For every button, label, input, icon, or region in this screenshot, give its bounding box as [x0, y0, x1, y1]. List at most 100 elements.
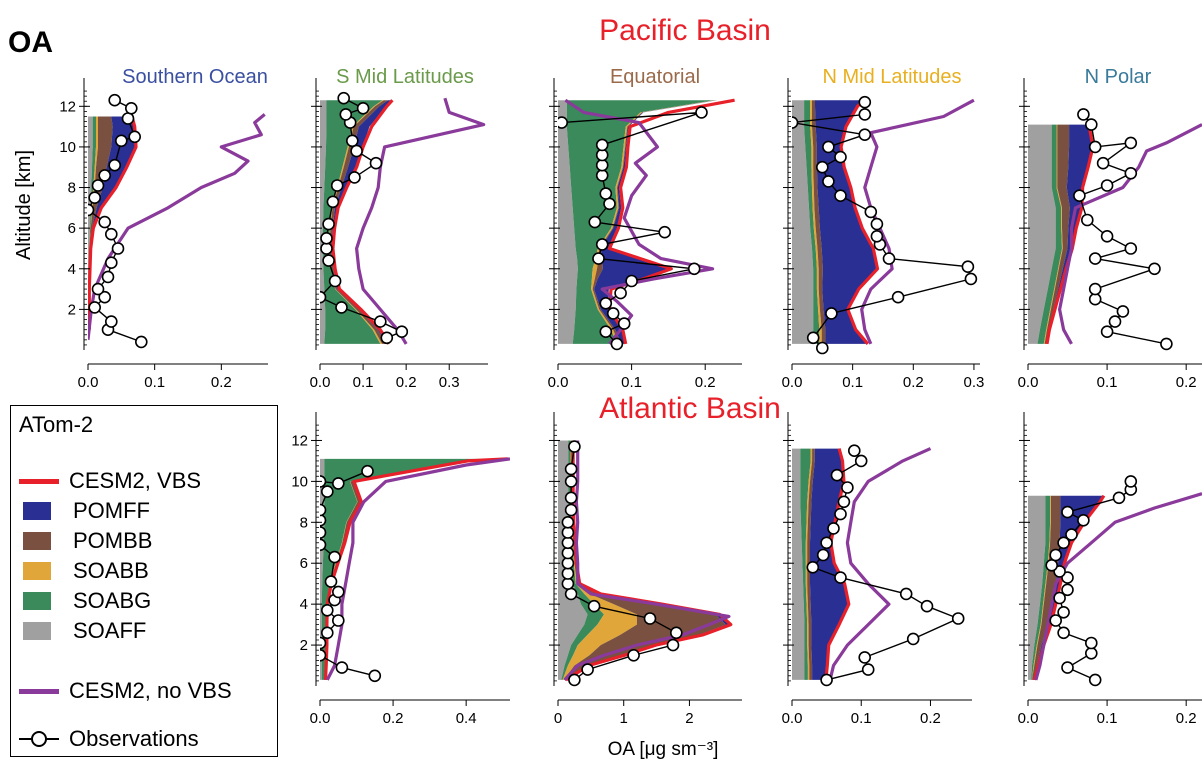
y-tick-label: 8	[300, 514, 308, 531]
observation-point	[695, 106, 708, 119]
observation-point	[1077, 108, 1090, 121]
observation-point	[858, 95, 872, 109]
observation-point	[320, 242, 333, 255]
observation-point	[105, 315, 118, 328]
x-tick-label: 0.1	[621, 374, 642, 391]
legend-label: CESM2, VBS	[69, 468, 202, 493]
x-tick-label: 0.0	[1018, 374, 1039, 391]
observation-point	[1124, 242, 1138, 255]
observation-point	[1085, 636, 1098, 650]
x-axis-label: OA [μg sm⁻³]	[608, 739, 719, 760]
y-tick-label: 2	[68, 301, 76, 318]
panel-4: 0.0 0.1 0.2 N Polar	[1018, 66, 1202, 391]
observation-point	[847, 444, 861, 458]
area-soabg	[323, 100, 383, 344]
x-tick-label: 0.1	[842, 374, 863, 391]
observation-point	[380, 331, 394, 345]
observation-point	[643, 612, 657, 625]
observation-point	[870, 217, 884, 231]
observation-point	[825, 307, 838, 320]
observation-point	[961, 260, 975, 274]
x-tick-label: 0.2	[383, 710, 404, 727]
observation-point	[335, 301, 348, 314]
observation-point	[345, 134, 359, 148]
x-tick-label: 0.0	[78, 374, 99, 391]
panel-7: 0.0 0.1 0.2	[782, 412, 972, 727]
observation-point	[324, 575, 338, 588]
observation-point	[128, 130, 141, 144]
species-label: OA	[8, 26, 53, 59]
observation-point	[558, 116, 568, 129]
basin-title-atlantic: Atlantic Basin	[599, 392, 781, 425]
area-soabg	[89, 116, 96, 330]
panel-8: 0.0 0.1 0.2	[1018, 412, 1202, 727]
legend: ATom-2 CESM2, VBS POMFF POMBB SOABB SOAB…	[10, 405, 278, 757]
observation-point	[854, 454, 868, 468]
observation-point	[1124, 167, 1138, 180]
area-soabg	[800, 448, 811, 680]
y-tick-label: 4	[300, 596, 308, 613]
observation-point	[1065, 528, 1078, 541]
observation-point	[595, 158, 609, 172]
observation-point	[625, 274, 638, 288]
area-pomff	[1046, 124, 1093, 344]
area-soaff	[1028, 124, 1056, 344]
area-soabg	[1037, 124, 1062, 344]
observation-point	[1061, 583, 1074, 597]
observation-point	[815, 341, 829, 355]
observation-point	[568, 440, 581, 453]
observation-point	[1088, 140, 1102, 154]
line-cesm2-no-vbs	[563, 440, 731, 681]
observation-point	[858, 108, 872, 121]
observation-point	[88, 203, 95, 217]
x-tick-label: 0.1	[851, 710, 872, 727]
legend-item-cesm2-novbs: CESM2, no VBS	[19, 678, 232, 704]
plot-area	[88, 93, 266, 349]
observation-point	[320, 526, 327, 539]
area-soabg	[1031, 495, 1051, 680]
legend-label: CESM2, no VBS	[69, 678, 232, 703]
legend-item-cesm2-vbs: CESM2, VBS	[19, 468, 201, 494]
observation-point	[326, 195, 340, 209]
area-soaff	[792, 100, 814, 344]
legend-title: ATom-2	[19, 412, 94, 437]
observation-point	[588, 215, 602, 229]
area-pombb	[807, 448, 815, 680]
observation-point	[1088, 252, 1102, 265]
y-tick-label: 10	[291, 473, 308, 490]
x-tick-label: 0.0	[782, 374, 803, 391]
line-cesm2-no-vbs	[355, 97, 486, 345]
observation-point	[125, 102, 138, 115]
x-tick-label: 0.0	[310, 374, 331, 391]
observation-point	[581, 663, 594, 676]
observation-point	[806, 331, 820, 345]
region-title: N Polar	[1085, 66, 1152, 88]
observation-point	[627, 648, 640, 662]
observation-point	[1045, 558, 1058, 572]
area-pombb	[1032, 495, 1061, 680]
line-cesm2-no-vbs	[325, 457, 510, 681]
plot-area	[558, 98, 735, 351]
observation-point	[320, 485, 334, 498]
plot-area	[792, 444, 965, 687]
x-tick-label: 0.1	[1097, 710, 1118, 727]
observation-point	[561, 556, 575, 570]
observation-point	[822, 140, 835, 154]
observation-point	[1073, 189, 1086, 202]
line-cesm2-vbs	[1045, 124, 1095, 345]
observation-point	[1100, 179, 1114, 192]
observation-point	[920, 599, 934, 613]
x-tick-label: 2	[685, 710, 693, 727]
line-cesm2-no-vbs	[1058, 123, 1202, 345]
observation-point	[858, 651, 872, 664]
observation-point	[1088, 282, 1102, 296]
observation-point	[121, 112, 135, 125]
basin-title-pacific: Pacific Basin	[599, 14, 771, 47]
observation-point	[822, 175, 835, 188]
legend-item-pomff: POMFF	[19, 498, 150, 524]
observation-point	[666, 638, 680, 652]
observation-point	[356, 102, 370, 115]
observation-point	[373, 315, 387, 328]
observation-point	[368, 669, 382, 683]
observation-point	[361, 464, 374, 478]
